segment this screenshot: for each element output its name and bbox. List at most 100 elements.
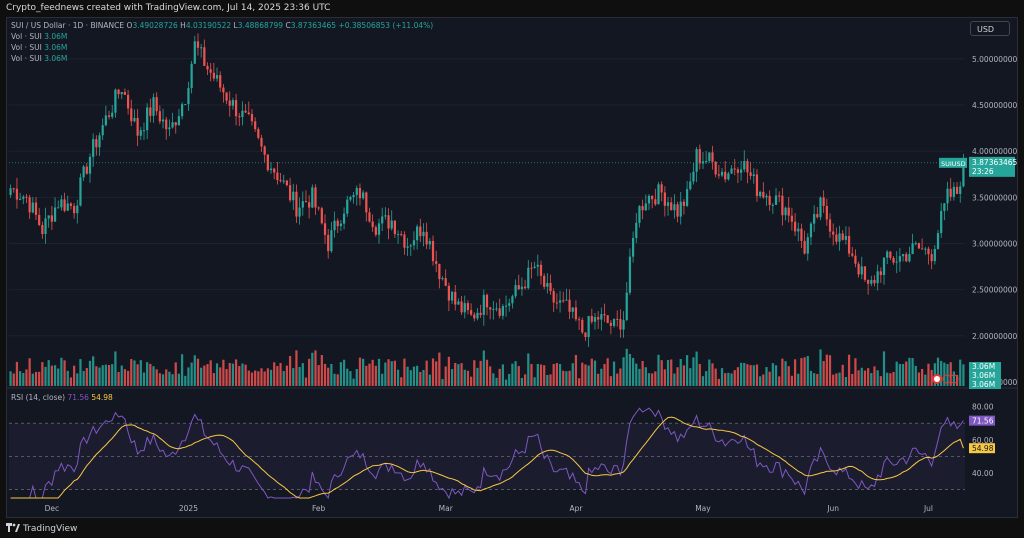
volume-bar	[292, 368, 295, 386]
volume-bar	[587, 365, 590, 386]
candle-body	[765, 195, 768, 198]
candle-body	[755, 174, 759, 197]
candle-body	[444, 278, 447, 286]
volume-bar	[524, 374, 527, 386]
candle-body	[930, 254, 933, 262]
candle-body	[254, 121, 257, 130]
high-value: 4.03190522	[185, 21, 232, 30]
candle-body	[53, 207, 57, 222]
candle-body	[762, 191, 765, 198]
time-label: Jul	[923, 504, 933, 513]
volume-bar	[120, 365, 123, 386]
volume-bar	[57, 368, 60, 386]
open-value: 3.49028726	[132, 21, 178, 30]
candle-body	[800, 228, 803, 241]
price-tick: 4.50000000	[972, 101, 1017, 110]
volume-bar	[438, 352, 441, 386]
currency-button[interactable]: USD	[970, 21, 1010, 36]
candle-body	[146, 107, 149, 131]
volume-bar	[101, 365, 104, 386]
volume-bar	[803, 357, 806, 386]
candle-body	[419, 226, 422, 237]
candle-body	[905, 254, 908, 262]
symbol-legend[interactable]: SUI / US Dollar · 1D · BINANCE O3.490287…	[11, 21, 433, 30]
candle-body	[489, 307, 492, 310]
volume-bar	[50, 365, 53, 386]
candle-body	[69, 203, 73, 206]
volume-bar	[15, 361, 19, 386]
rsi-legend[interactable]: RSI (14, close) 71.56 54.98	[11, 393, 113, 402]
candle-body	[88, 156, 92, 174]
candle-body	[857, 263, 860, 275]
candle-body	[342, 213, 346, 224]
volume-bar	[12, 373, 15, 386]
candle-body	[959, 186, 962, 194]
volume-bar	[257, 371, 260, 386]
candle-body	[558, 300, 562, 303]
candle-body	[787, 207, 790, 216]
candle-body	[479, 312, 482, 315]
volume-bar	[107, 364, 111, 386]
candle-body	[749, 172, 752, 176]
volume-bar	[603, 363, 606, 386]
candle-body	[876, 271, 879, 284]
chart-frame[interactable]: 5.00000000 4.50000000 4.00000000 3.50000…	[6, 17, 1018, 518]
candle-body	[428, 240, 431, 245]
candle-body	[9, 188, 12, 195]
time-axis: Dec 2025 Feb Mar Apr May Jun Jul	[45, 504, 933, 513]
volume-bar	[79, 359, 82, 386]
candle-body	[520, 286, 524, 290]
candle-body	[546, 282, 549, 287]
volume-legend-row[interactable]: Vol · SUI 3.06M	[11, 54, 67, 63]
candle-body	[711, 152, 714, 162]
candle-body	[431, 240, 435, 262]
candle-body	[298, 207, 301, 217]
rsi-lines	[10, 407, 964, 500]
volume-bar	[215, 363, 219, 386]
volume-legend-row[interactable]: Vol · SUI 3.06M	[11, 32, 67, 41]
volume-bar	[470, 376, 473, 386]
volume-legend-row[interactable]: Vol · SUI 3.06M	[11, 43, 67, 52]
candle-body	[304, 201, 308, 203]
volume-bar	[168, 371, 171, 386]
candle-body	[257, 129, 260, 138]
volume-bar	[854, 358, 857, 386]
candle-body	[536, 264, 539, 267]
volume-bar	[832, 374, 835, 386]
volume-bar	[31, 373, 34, 386]
volume-bar	[911, 358, 914, 386]
candle-body	[685, 189, 689, 206]
volume-bar	[873, 366, 876, 386]
tradingview-logo[interactable]: TradingView	[6, 523, 77, 534]
candle-body	[952, 186, 955, 197]
chart-canvas[interactable]: 5.00000000 4.50000000 4.00000000 3.50000…	[7, 18, 1017, 517]
candle-body	[273, 168, 276, 173]
volume-bar	[616, 373, 619, 386]
volume-bar	[320, 355, 323, 386]
candle-body	[924, 248, 927, 250]
volume-bar	[333, 373, 336, 386]
volume-bar	[336, 374, 339, 386]
candle-body	[66, 203, 69, 211]
candle-body	[638, 206, 641, 223]
volume-bar	[530, 364, 533, 386]
candle-body	[79, 177, 82, 206]
candle-body	[63, 199, 66, 211]
candle-body	[171, 122, 174, 128]
volume-bar	[368, 363, 371, 386]
volume-bar	[390, 361, 393, 386]
volume-bar	[813, 373, 816, 386]
volume-bar	[114, 351, 117, 386]
candle-body	[327, 234, 330, 252]
candle-body	[384, 215, 387, 217]
candle-body	[285, 180, 289, 186]
candle-body	[593, 317, 597, 322]
volume-bar	[428, 374, 431, 386]
volume-bar	[495, 377, 498, 386]
candle-body	[819, 197, 822, 218]
candle-body	[492, 308, 495, 310]
candle-body	[886, 251, 889, 258]
volume-bar	[755, 364, 759, 386]
volume-bar	[485, 359, 489, 386]
volume-bar	[622, 357, 625, 386]
